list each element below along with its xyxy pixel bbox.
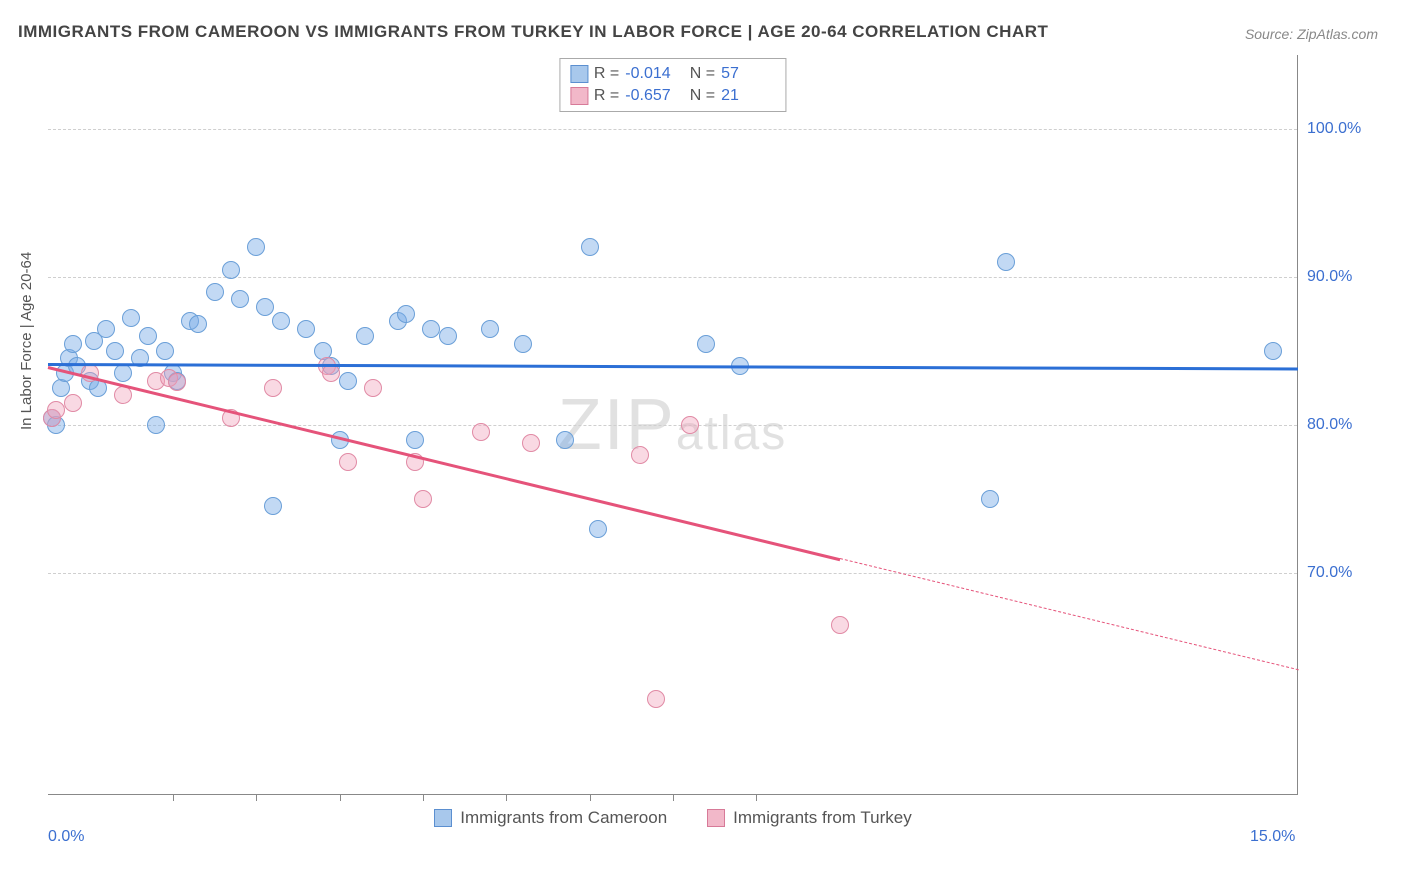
chart-title: IMMIGRANTS FROM CAMEROON VS IMMIGRANTS F… <box>18 22 1048 42</box>
data-point-cameroon <box>139 327 157 345</box>
data-point-cameroon <box>581 238 599 256</box>
data-point-turkey <box>47 401 65 419</box>
data-point-turkey <box>631 446 649 464</box>
data-point-turkey <box>831 616 849 634</box>
data-point-cameroon <box>114 364 132 382</box>
legend-series-label: Immigrants from Turkey <box>733 808 912 828</box>
legend-series-label: Immigrants from Cameroon <box>460 808 667 828</box>
data-point-cameroon <box>156 342 174 360</box>
x-tick <box>340 794 341 801</box>
legend-bottom-item: Immigrants from Turkey <box>707 808 912 828</box>
data-point-cameroon <box>556 431 574 449</box>
data-point-turkey <box>522 434 540 452</box>
data-point-cameroon <box>256 298 274 316</box>
trend-line <box>48 363 1298 370</box>
x-tick <box>590 794 591 801</box>
y-tick-label: 100.0% <box>1307 120 1367 138</box>
data-point-turkey <box>264 379 282 397</box>
y-tick-label: 70.0% <box>1307 564 1367 582</box>
data-point-cameroon <box>264 497 282 515</box>
legend-top-row: R = -0.014 N = 57 <box>570 63 775 85</box>
data-point-turkey <box>681 416 699 434</box>
trend-line <box>840 558 1299 670</box>
data-point-turkey <box>168 373 186 391</box>
data-point-turkey <box>647 690 665 708</box>
data-point-cameroon <box>147 416 165 434</box>
data-point-cameroon <box>231 290 249 308</box>
trend-line <box>48 366 840 561</box>
correlation-legend: R = -0.014 N = 57R = -0.657 N = 21 <box>559 58 786 112</box>
data-point-cameroon <box>64 335 82 353</box>
series-legend: Immigrants from Cameroon Immigrants from … <box>48 808 1298 828</box>
data-point-cameroon <box>406 431 424 449</box>
gridline <box>48 573 1297 574</box>
x-tick-label: 0.0% <box>48 828 84 846</box>
data-point-turkey <box>339 453 357 471</box>
data-point-cameroon <box>297 320 315 338</box>
data-point-cameroon <box>122 309 140 327</box>
data-point-cameroon <box>97 320 115 338</box>
legend-swatch <box>434 809 452 827</box>
data-point-turkey <box>472 423 490 441</box>
data-point-cameroon <box>697 335 715 353</box>
legend-r-label: R = <box>594 85 619 107</box>
data-point-turkey <box>364 379 382 397</box>
x-tick <box>173 794 174 801</box>
y-tick-label: 90.0% <box>1307 268 1367 286</box>
gridline <box>48 129 1297 130</box>
x-tick <box>673 794 674 801</box>
legend-r-value: -0.014 <box>625 63 679 85</box>
data-point-cameroon <box>106 342 124 360</box>
legend-n-value: 57 <box>721 63 775 85</box>
data-point-cameroon <box>272 312 290 330</box>
data-point-turkey <box>64 394 82 412</box>
y-axis-label: In Labor Force | Age 20-64 <box>18 252 35 430</box>
data-point-cameroon <box>1264 342 1282 360</box>
data-point-cameroon <box>439 327 457 345</box>
legend-n-label: N = <box>685 85 715 107</box>
legend-swatch <box>570 65 588 83</box>
plot-area: ZIPatlas R = -0.014 N = 57R = -0.657 N =… <box>48 55 1298 795</box>
y-tick-label: 80.0% <box>1307 416 1367 434</box>
x-tick <box>756 794 757 801</box>
source-attribution: Source: ZipAtlas.com <box>1245 26 1378 42</box>
legend-n-label: N = <box>685 63 715 85</box>
data-point-cameroon <box>189 315 207 333</box>
data-point-cameroon <box>397 305 415 323</box>
data-point-cameroon <box>247 238 265 256</box>
data-point-cameroon <box>589 520 607 538</box>
x-tick <box>256 794 257 801</box>
legend-n-value: 21 <box>721 85 775 107</box>
legend-top-row: R = -0.657 N = 21 <box>570 85 775 107</box>
data-point-cameroon <box>481 320 499 338</box>
data-point-turkey <box>114 386 132 404</box>
legend-r-label: R = <box>594 63 619 85</box>
data-point-cameroon <box>997 253 1015 271</box>
data-point-cameroon <box>422 320 440 338</box>
x-tick <box>423 794 424 801</box>
data-point-cameroon <box>514 335 532 353</box>
data-point-cameroon <box>222 261 240 279</box>
data-point-cameroon <box>981 490 999 508</box>
data-point-cameroon <box>339 372 357 390</box>
legend-bottom-item: Immigrants from Cameroon <box>434 808 667 828</box>
legend-r-value: -0.657 <box>625 85 679 107</box>
legend-swatch <box>570 87 588 105</box>
data-point-cameroon <box>356 327 374 345</box>
x-tick <box>506 794 507 801</box>
data-point-turkey <box>414 490 432 508</box>
legend-swatch <box>707 809 725 827</box>
x-tick-label: 15.0% <box>1250 828 1295 846</box>
data-point-cameroon <box>206 283 224 301</box>
